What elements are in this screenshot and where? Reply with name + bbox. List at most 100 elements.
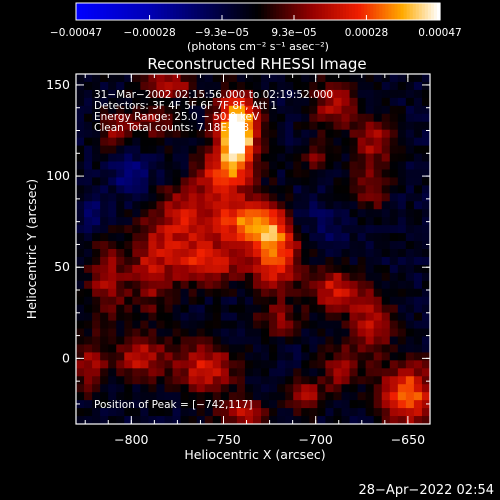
- heatmap-cell: [261, 233, 270, 242]
- heatmap-cell: [317, 169, 326, 178]
- heatmap-cell: [236, 320, 246, 330]
- colorbar-swatch: [415, 3, 420, 20]
- heatmap-cell: [333, 105, 342, 115]
- heatmap-cell: [349, 145, 359, 155]
- heatmap-cell: [140, 328, 149, 337]
- colorbar-swatch: [160, 3, 165, 20]
- heatmap-cell: [172, 352, 182, 361]
- heatmap-cell: [124, 137, 133, 147]
- heatmap-cell: [108, 376, 117, 385]
- heatmap-cell: [309, 233, 318, 242]
- heatmap-cell: [228, 320, 238, 330]
- heatmap-cell: [140, 400, 149, 409]
- heatmap-cell: [277, 201, 286, 210]
- heatmap-cell: [92, 392, 101, 401]
- heatmap-cell: [301, 241, 310, 250]
- heatmap-cell: [228, 288, 238, 298]
- heatmap-cell: [317, 201, 326, 210]
- heatmap-cell: [172, 177, 182, 186]
- heatmap-cell: [253, 201, 262, 210]
- heatmap-cell: [349, 320, 359, 330]
- heatmap-cell: [341, 320, 351, 330]
- colorbar-swatch: [239, 3, 244, 20]
- heatmap-cell: [301, 272, 310, 282]
- heatmap-cell: [333, 360, 342, 369]
- heatmap-cell: [405, 320, 415, 330]
- heatmap-cell: [84, 256, 93, 266]
- heatmap-cell: [413, 209, 423, 218]
- heatmap-cell: [389, 177, 399, 186]
- heatmap-cell: [76, 89, 85, 99]
- heatmap-cell: [341, 249, 351, 258]
- heatmap-cell: [325, 304, 334, 314]
- heatmap-cell: [285, 328, 294, 337]
- heatmap-cell: [405, 233, 415, 242]
- heatmap-cell: [100, 416, 109, 425]
- colorbar-swatch: [121, 3, 126, 20]
- heatmap-cell: [140, 392, 149, 401]
- colorbar-swatch: [245, 3, 250, 20]
- heatmap-cell: [244, 249, 254, 258]
- heatmap-cell: [212, 272, 222, 282]
- heatmap-cell: [244, 264, 254, 274]
- heatmap-cell: [365, 328, 375, 337]
- heatmap-cell: [108, 217, 117, 226]
- heatmap-cell: [405, 209, 415, 218]
- heatmap-cell: [164, 256, 174, 266]
- heatmap-cell: [349, 137, 359, 147]
- info-line-energy: Energy Range: 25.0 − 50.0 keV: [94, 111, 260, 123]
- heatmap-cell: [116, 360, 125, 369]
- heatmap-cell: [108, 336, 117, 345]
- heatmap-cell: [140, 344, 149, 353]
- heatmap-cell: [180, 241, 190, 250]
- heatmap-cell: [349, 392, 359, 401]
- heatmap-cell: [188, 360, 198, 369]
- heatmap-cell: [172, 272, 182, 282]
- heatmap-cell: [196, 121, 206, 131]
- heatmap-cell: [349, 344, 359, 353]
- heatmap-cell: [397, 121, 407, 131]
- heatmap-cell: [301, 352, 310, 361]
- heatmap-cell: [349, 368, 359, 377]
- heatmap-cell: [132, 113, 141, 123]
- heatmap-cell: [92, 304, 101, 314]
- heatmap-cell: [164, 320, 174, 330]
- heatmap-cell: [100, 344, 109, 353]
- heatmap-cell: [180, 89, 190, 99]
- colorbar-swatch: [254, 3, 259, 20]
- heatmap-cell: [196, 320, 206, 330]
- heatmap-cell: [116, 368, 125, 377]
- heatmap-cell: [413, 352, 423, 361]
- heatmap-cell: [196, 272, 206, 282]
- heatmap-cell: [397, 225, 407, 234]
- heatmap-cell: [148, 352, 157, 361]
- heatmap-cell: [140, 416, 149, 425]
- heatmap-cell: [236, 241, 246, 250]
- heatmap-cell: [148, 264, 157, 274]
- heatmap-cell: [220, 177, 230, 186]
- heatmap-cell: [244, 352, 254, 361]
- heatmap-cell: [188, 193, 198, 202]
- heatmap-cell: [212, 264, 222, 274]
- heatmap-cell: [116, 225, 125, 234]
- heatmap-cell: [172, 137, 182, 147]
- heatmap-cell: [365, 177, 375, 186]
- heatmap-cell: [76, 113, 85, 123]
- heatmap-cell: [301, 113, 310, 123]
- heatmap-cell: [253, 352, 262, 361]
- heatmap-cell: [389, 416, 399, 425]
- heatmap-cell: [124, 241, 133, 250]
- heatmap-cell: [277, 376, 286, 385]
- heatmap-cell: [212, 320, 222, 330]
- heatmap-cell: [244, 376, 254, 385]
- heatmap-cell: [92, 344, 101, 353]
- heatmap-cell: [341, 336, 351, 345]
- heatmap-cell: [180, 249, 190, 258]
- heatmap-cell: [172, 249, 182, 258]
- heatmap-cell: [148, 121, 157, 131]
- heatmap-cell: [244, 217, 254, 226]
- heatmap-cell: [269, 121, 278, 131]
- heatmap-cell: [293, 233, 302, 242]
- heatmap-cell: [349, 288, 359, 298]
- heatmap-cell: [349, 185, 359, 194]
